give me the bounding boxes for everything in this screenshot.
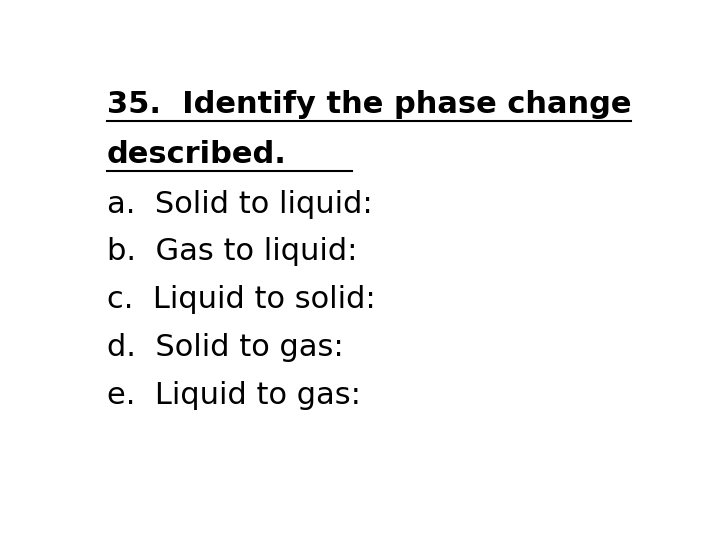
- Text: c.  Liquid to solid:: c. Liquid to solid:: [107, 285, 375, 314]
- Text: e.  Liquid to gas:: e. Liquid to gas:: [107, 381, 361, 410]
- Text: described.: described.: [107, 140, 287, 168]
- Text: 35.  Identify the phase change: 35. Identify the phase change: [107, 90, 631, 119]
- Text: d.  Solid to gas:: d. Solid to gas:: [107, 333, 343, 362]
- Text: b.  Gas to liquid:: b. Gas to liquid:: [107, 238, 357, 266]
- Text: a.  Solid to liquid:: a. Solid to liquid:: [107, 190, 372, 219]
